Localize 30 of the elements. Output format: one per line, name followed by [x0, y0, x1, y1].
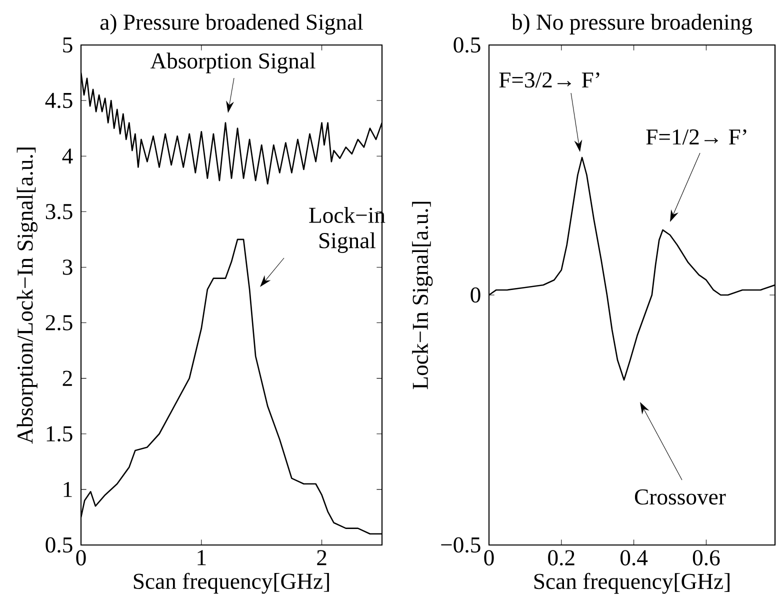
y-tick-label: 5: [63, 37, 72, 53]
y-tick-label: 0.5: [454, 37, 480, 53]
annotation: F=3/2→ F’: [499, 72, 600, 88]
x-tick-label: 1: [198, 550, 206, 566]
y-tick-label: 2.5: [46, 315, 72, 330]
y-axis-title: Absorption/Lock−In Signal[a.u.]: [16, 148, 38, 444]
x-axis-title: Scan frequency[GHz]: [134, 572, 329, 594]
chart-title: b) No pressure broadening: [511, 14, 752, 34]
x-tick-label: 0: [484, 550, 494, 566]
annotation: Crossover: [634, 489, 726, 505]
y-tick-label: −0.5: [441, 537, 480, 553]
y-axis-title: Lock−In Signal[a.u.]: [412, 202, 433, 390]
x-tick-label: 0.6: [692, 550, 720, 566]
annotation: F=1/2→ F’: [646, 129, 746, 145]
x-tick-label: 0: [76, 550, 86, 566]
x-tick-label: 0.2: [548, 550, 574, 566]
y-tick-label: 3: [62, 260, 72, 275]
annotation: Absorption Signal: [150, 52, 316, 74]
y-tick-label: 1.5: [46, 426, 72, 442]
y-tick-label: 0: [470, 287, 480, 303]
y-tick-label: 3.5: [46, 204, 72, 220]
y-tick-label: 2: [62, 370, 72, 386]
x-tick-label: 0.4: [620, 550, 648, 566]
chart-title: a) Pressure broadened Signal: [100, 14, 363, 35]
x-tick-label: 2: [317, 550, 326, 566]
y-tick-label: 0.5: [46, 537, 72, 553]
y-tick-label: 4: [62, 148, 73, 164]
y-tick-label: 4.5: [45, 92, 72, 108]
y-tick-label: 1: [64, 482, 72, 497]
x-axis-title: Scan frequency[GHz]: [534, 572, 730, 594]
